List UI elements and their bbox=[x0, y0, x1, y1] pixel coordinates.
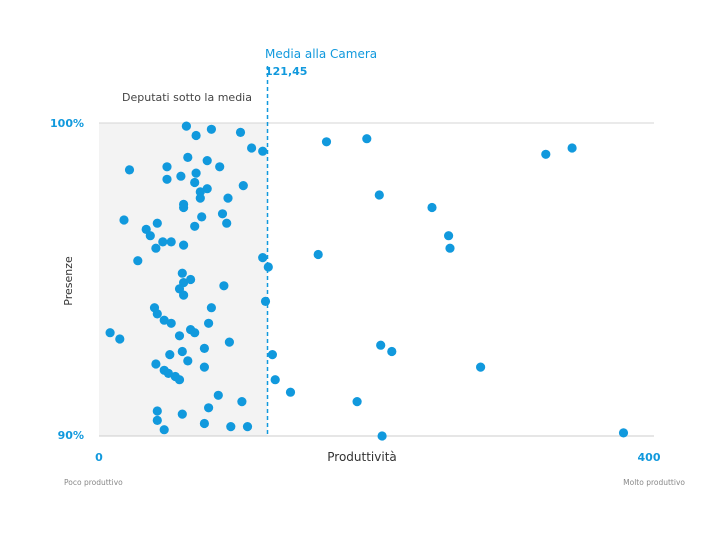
data-point bbox=[444, 231, 454, 241]
data-point bbox=[376, 340, 386, 350]
data-point bbox=[206, 124, 216, 134]
data-point bbox=[285, 387, 296, 397]
data-point bbox=[179, 240, 189, 250]
data-point bbox=[162, 174, 172, 184]
data-point bbox=[352, 397, 362, 407]
data-point bbox=[166, 237, 176, 247]
data-point bbox=[263, 262, 273, 272]
data-point bbox=[151, 359, 161, 369]
x-axis-left-note: Poco produttivo bbox=[64, 478, 123, 487]
shaded-region-label: Deputati sotto la media bbox=[122, 91, 252, 104]
data-point bbox=[165, 350, 175, 360]
data-point bbox=[226, 422, 236, 432]
data-point bbox=[204, 318, 214, 328]
data-point bbox=[195, 193, 205, 203]
mean-line-value: 121,45 bbox=[265, 65, 307, 78]
data-point bbox=[174, 331, 185, 341]
data-point bbox=[223, 193, 233, 203]
data-point bbox=[191, 130, 201, 141]
data-point bbox=[190, 177, 200, 188]
data-point bbox=[238, 181, 248, 191]
data-point bbox=[190, 328, 200, 338]
data-point bbox=[158, 237, 168, 247]
data-point bbox=[541, 149, 551, 159]
data-point bbox=[162, 162, 172, 172]
data-point bbox=[181, 121, 191, 131]
data-point bbox=[222, 218, 232, 228]
data-point bbox=[387, 346, 397, 357]
data-point bbox=[115, 334, 125, 344]
data-point bbox=[177, 268, 187, 278]
data-point bbox=[237, 397, 247, 407]
data-point bbox=[199, 418, 209, 429]
data-point bbox=[202, 184, 212, 194]
data-point bbox=[427, 202, 437, 213]
data-point bbox=[199, 343, 209, 353]
data-point bbox=[258, 146, 268, 156]
data-point bbox=[206, 303, 216, 313]
data-point bbox=[179, 202, 189, 213]
y-axis-label: Presenze bbox=[62, 256, 75, 306]
data-point bbox=[159, 315, 169, 325]
data-point bbox=[219, 281, 229, 291]
data-point bbox=[191, 168, 201, 178]
y-tick-label-bottom: 90% bbox=[58, 429, 84, 442]
data-point bbox=[183, 356, 193, 366]
data-point bbox=[567, 143, 577, 153]
data-point bbox=[224, 337, 234, 347]
data-point bbox=[152, 309, 162, 319]
data-point bbox=[151, 243, 161, 253]
data-point bbox=[179, 290, 189, 300]
data-point bbox=[152, 406, 162, 416]
data-point bbox=[618, 428, 629, 438]
data-point bbox=[197, 212, 207, 222]
data-point bbox=[177, 409, 187, 419]
data-point bbox=[213, 390, 223, 400]
data-point bbox=[159, 425, 169, 435]
data-point bbox=[177, 346, 187, 357]
data-point bbox=[166, 318, 176, 328]
data-point bbox=[242, 422, 253, 432]
data-point bbox=[145, 231, 155, 241]
x-tick-label-left: 0 bbox=[95, 451, 103, 464]
data-point bbox=[374, 190, 384, 200]
data-point bbox=[202, 156, 212, 166]
data-point bbox=[321, 137, 332, 147]
data-point bbox=[186, 274, 196, 285]
data-point bbox=[183, 152, 193, 162]
data-point bbox=[199, 362, 209, 372]
data-point bbox=[190, 221, 200, 231]
x-axis-label: Produttività bbox=[327, 450, 397, 464]
data-point bbox=[260, 296, 271, 306]
data-point bbox=[267, 350, 277, 360]
data-point bbox=[476, 362, 486, 372]
data-point bbox=[217, 209, 228, 219]
data-point bbox=[119, 215, 129, 225]
data-point bbox=[258, 253, 268, 263]
data-point bbox=[215, 162, 225, 172]
data-point bbox=[313, 249, 323, 260]
data-point bbox=[362, 134, 372, 144]
data-point bbox=[270, 375, 280, 385]
data-point bbox=[174, 375, 185, 385]
data-point bbox=[152, 415, 162, 425]
data-point bbox=[105, 328, 115, 338]
data-point bbox=[204, 403, 214, 413]
data-point bbox=[176, 171, 186, 181]
x-tick-label-right: 400 bbox=[638, 451, 661, 464]
data-point bbox=[124, 165, 135, 175]
data-point bbox=[445, 243, 455, 253]
x-axis-right-note: Molto produttivo bbox=[623, 478, 685, 487]
mean-line-label: Media alla Camera bbox=[265, 47, 377, 61]
data-point bbox=[152, 218, 162, 228]
data-point bbox=[133, 256, 143, 266]
data-point bbox=[377, 431, 387, 441]
data-points bbox=[105, 121, 629, 441]
y-tick-label-top: 100% bbox=[50, 117, 84, 130]
data-point bbox=[235, 127, 246, 137]
data-point bbox=[163, 368, 173, 378]
data-point bbox=[247, 143, 257, 153]
